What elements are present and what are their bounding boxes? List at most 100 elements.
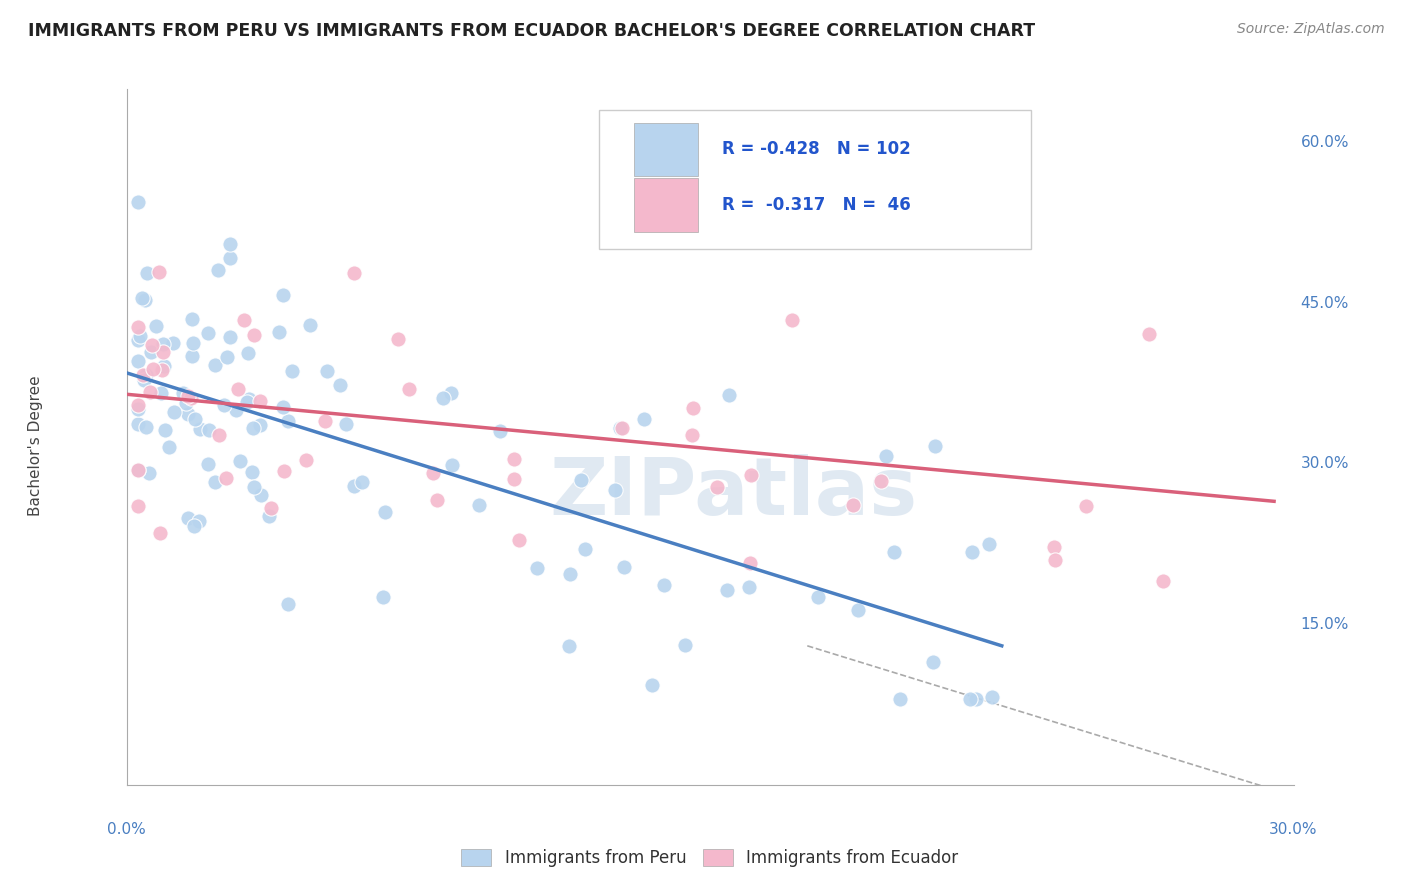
Point bbox=[508, 533, 530, 548]
Text: 45.0%: 45.0% bbox=[1301, 296, 1348, 310]
Point bbox=[922, 655, 945, 669]
Point bbox=[128, 329, 150, 343]
Point bbox=[127, 462, 149, 476]
Point bbox=[214, 398, 236, 412]
Text: 60.0%: 60.0% bbox=[1301, 136, 1348, 150]
Point bbox=[233, 313, 256, 327]
Point bbox=[706, 480, 728, 494]
Point bbox=[138, 466, 160, 480]
Point bbox=[240, 465, 263, 479]
Point bbox=[1137, 326, 1160, 341]
Point bbox=[139, 345, 162, 359]
Point bbox=[188, 515, 211, 529]
Point bbox=[152, 337, 174, 351]
Point bbox=[979, 537, 1001, 551]
Point bbox=[422, 467, 444, 481]
Point bbox=[242, 421, 264, 435]
Point bbox=[1076, 500, 1098, 514]
Point bbox=[335, 417, 357, 431]
Point bbox=[806, 591, 828, 605]
Point bbox=[350, 475, 373, 489]
Point bbox=[141, 338, 163, 352]
Point bbox=[218, 329, 240, 343]
Text: Source: ZipAtlas.com: Source: ZipAtlas.com bbox=[1237, 22, 1385, 37]
Point bbox=[633, 411, 655, 425]
Text: 0.0%: 0.0% bbox=[107, 822, 146, 837]
Point bbox=[139, 385, 162, 400]
Point bbox=[260, 501, 283, 516]
Point bbox=[238, 346, 260, 360]
Point bbox=[870, 475, 893, 489]
Point bbox=[134, 373, 156, 387]
Point bbox=[738, 557, 761, 571]
Point bbox=[180, 392, 202, 406]
Text: Bachelor's Degree: Bachelor's Degree bbox=[28, 376, 42, 516]
Point bbox=[277, 414, 299, 428]
Point bbox=[924, 439, 946, 453]
Point bbox=[250, 488, 273, 502]
Point bbox=[558, 639, 581, 653]
Point bbox=[135, 368, 157, 382]
Point bbox=[249, 394, 271, 409]
Point bbox=[271, 400, 294, 414]
Point bbox=[177, 389, 200, 403]
Point bbox=[641, 678, 664, 692]
Point bbox=[883, 545, 905, 559]
Point bbox=[127, 319, 149, 334]
Point bbox=[889, 692, 911, 706]
Point bbox=[574, 542, 596, 557]
FancyBboxPatch shape bbox=[599, 110, 1031, 249]
Point bbox=[219, 237, 242, 252]
Point bbox=[157, 440, 180, 454]
Point bbox=[148, 265, 170, 279]
Point bbox=[183, 411, 205, 425]
Point bbox=[681, 428, 703, 442]
Point bbox=[208, 427, 231, 442]
Point bbox=[374, 505, 396, 519]
Point bbox=[603, 483, 626, 497]
FancyBboxPatch shape bbox=[634, 178, 699, 232]
Point bbox=[740, 468, 762, 483]
Point bbox=[228, 453, 250, 467]
Point bbox=[197, 326, 219, 340]
Point bbox=[150, 363, 173, 377]
Point bbox=[343, 479, 366, 493]
Point bbox=[148, 525, 170, 540]
Point bbox=[612, 421, 634, 435]
Point bbox=[225, 403, 247, 417]
Point bbox=[197, 458, 219, 472]
Point bbox=[277, 597, 299, 611]
Point bbox=[841, 498, 863, 512]
Point bbox=[432, 391, 454, 405]
Point bbox=[271, 287, 294, 301]
Point bbox=[314, 414, 336, 428]
Point bbox=[267, 326, 290, 340]
Text: 30.0%: 30.0% bbox=[1301, 457, 1348, 471]
Point bbox=[717, 387, 740, 401]
Point bbox=[675, 638, 697, 652]
Point bbox=[299, 318, 322, 333]
Text: ZIPatlas: ZIPatlas bbox=[550, 454, 918, 532]
Point bbox=[343, 266, 366, 280]
Point bbox=[281, 364, 304, 378]
Point bbox=[177, 407, 200, 421]
Point bbox=[131, 292, 153, 306]
Point bbox=[960, 545, 983, 559]
Point bbox=[846, 603, 869, 617]
Point bbox=[236, 394, 259, 409]
Point bbox=[127, 333, 149, 347]
Point bbox=[249, 418, 271, 433]
Point bbox=[398, 382, 420, 396]
Point bbox=[654, 578, 676, 592]
Point bbox=[177, 510, 200, 524]
Point bbox=[489, 424, 512, 438]
Point bbox=[243, 327, 266, 342]
Text: R =  -0.317   N =  46: R = -0.317 N = 46 bbox=[721, 196, 911, 214]
Point bbox=[738, 580, 761, 594]
Point bbox=[150, 385, 173, 400]
Point bbox=[613, 559, 636, 574]
Point bbox=[181, 311, 204, 326]
Point bbox=[315, 364, 337, 378]
Point bbox=[132, 368, 155, 382]
Point bbox=[780, 313, 803, 327]
